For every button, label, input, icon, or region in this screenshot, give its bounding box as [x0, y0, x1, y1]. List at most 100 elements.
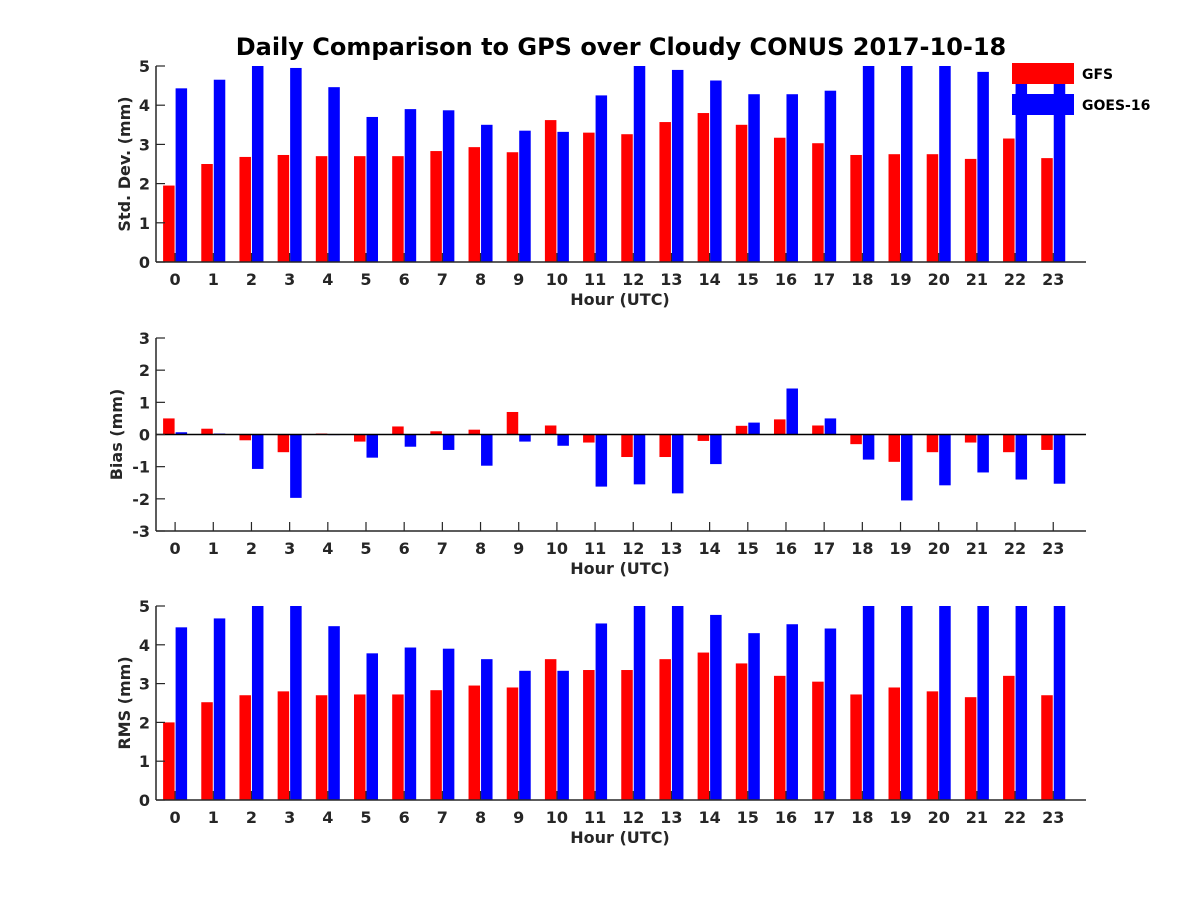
x-tick-label: 9 — [513, 808, 524, 827]
y-tick-label: 0 — [139, 791, 150, 810]
x-tick-label: 19 — [889, 808, 911, 827]
bar-goes-16-16 — [786, 388, 798, 435]
bar-gfs-2 — [239, 695, 251, 800]
bar-goes-16-10 — [557, 434, 569, 446]
y-axis-label: Std. Dev. (mm) — [115, 96, 134, 231]
x-tick-label: 8 — [475, 270, 486, 289]
bar-gfs-5 — [354, 434, 366, 442]
y-tick-label: 1 — [139, 393, 150, 412]
bar-goes-16-9 — [519, 130, 531, 262]
bar-goes-16-6 — [404, 434, 417, 447]
bar-gfs-12 — [621, 434, 633, 458]
bar-gfs-20 — [926, 691, 939, 800]
bar-gfs-17 — [812, 681, 824, 800]
x-tick-label: 10 — [546, 808, 568, 827]
x-tick-label: 9 — [513, 270, 524, 289]
bar-gfs-11 — [583, 132, 595, 262]
bar-goes-16-22 — [1015, 66, 1028, 262]
bar-gfs-6 — [392, 426, 404, 435]
x-tick-label: 13 — [660, 270, 682, 289]
bar-goes-16-21 — [977, 71, 989, 262]
bar-gfs-10 — [544, 120, 557, 262]
x-tick-label: 10 — [546, 539, 568, 558]
bar-gfs-1 — [201, 164, 213, 262]
bar-goes-16-23 — [1053, 606, 1066, 800]
bar-gfs-17 — [812, 143, 824, 262]
x-tick-label: 18 — [851, 539, 873, 558]
y-tick-label: 1 — [139, 752, 150, 771]
x-tick-label: 21 — [966, 808, 988, 827]
bar-goes-16-19 — [901, 66, 913, 262]
x-tick-label: 10 — [546, 270, 568, 289]
y-tick-label: 4 — [139, 636, 150, 655]
bar-goes-16-18 — [862, 66, 875, 262]
x-tick-label: 4 — [322, 270, 333, 289]
x-tick-label: 7 — [437, 808, 448, 827]
bar-gfs-8 — [468, 147, 481, 262]
x-tick-label: 6 — [399, 270, 410, 289]
bar-gfs-4 — [315, 695, 328, 800]
x-tick-label: 2 — [246, 539, 257, 558]
x-tick-label: 16 — [775, 808, 797, 827]
bar-goes-16-12 — [633, 434, 646, 485]
bar-goes-16-6 — [404, 109, 417, 263]
x-tick-label: 23 — [1042, 539, 1064, 558]
y-tick-label: 2 — [139, 713, 150, 732]
bar-goes-16-15 — [748, 422, 760, 435]
y-tick-label: 4 — [139, 96, 150, 115]
bar-gfs-22 — [1003, 675, 1015, 800]
legend-label-goes-16: GOES-16 — [1082, 98, 1150, 114]
bar-goes-16-2 — [251, 606, 264, 800]
x-tick-label: 7 — [437, 270, 448, 289]
y-tick-label: -2 — [132, 490, 150, 509]
bar-goes-16-1 — [213, 618, 226, 800]
x-tick-label: 5 — [360, 539, 371, 558]
x-tick-label: 23 — [1042, 808, 1064, 827]
bar-gfs-6 — [392, 156, 404, 262]
x-tick-label: 17 — [813, 270, 835, 289]
y-tick-label: 0 — [139, 253, 150, 272]
x-tick-label: 4 — [322, 539, 333, 558]
legend-swatch-gfs — [1012, 63, 1074, 84]
y-axis-label: Bias (mm) — [107, 389, 126, 481]
bar-goes-16-22 — [1015, 606, 1028, 800]
bar-gfs-20 — [926, 434, 939, 453]
bar-goes-16-19 — [901, 606, 913, 800]
bar-goes-16-0 — [175, 627, 188, 800]
bar-goes-16-23 — [1053, 434, 1066, 484]
bar-gfs-23 — [1041, 695, 1053, 800]
y-tick-label: 3 — [139, 675, 150, 694]
bar-gfs-8 — [468, 685, 481, 800]
bar-goes-16-20 — [939, 606, 951, 800]
x-tick-label: 20 — [928, 539, 950, 558]
bar-gfs-16 — [773, 137, 786, 262]
y-tick-label: 2 — [139, 175, 150, 194]
bar-goes-16-3 — [290, 606, 302, 800]
bar-goes-16-14 — [710, 80, 722, 262]
y-axis-label: RMS (mm) — [115, 656, 134, 749]
x-tick-label: 22 — [1004, 808, 1026, 827]
bar-goes-16-1 — [213, 79, 226, 262]
x-tick-label: 4 — [322, 808, 333, 827]
bar-goes-16-0 — [175, 432, 188, 435]
bar-gfs-13 — [659, 659, 671, 800]
x-tick-label: 14 — [698, 270, 720, 289]
bar-gfs-19 — [888, 434, 901, 462]
x-tick-label: 7 — [437, 539, 448, 558]
x-tick-label: 8 — [475, 808, 486, 827]
x-tick-label: 3 — [284, 808, 295, 827]
bar-gfs-14 — [697, 434, 710, 441]
x-tick-label: 11 — [584, 808, 606, 827]
x-tick-label: 17 — [813, 808, 835, 827]
bar-goes-16-7 — [442, 110, 455, 262]
bar-gfs-9 — [506, 152, 519, 262]
x-tick-label: 17 — [813, 539, 835, 558]
y-tick-label: 5 — [139, 57, 150, 76]
x-tick-label: 14 — [698, 808, 720, 827]
x-tick-label: 15 — [737, 270, 759, 289]
x-tick-label: 2 — [246, 808, 257, 827]
x-tick-label: 6 — [399, 539, 410, 558]
bar-gfs-2 — [239, 156, 251, 262]
